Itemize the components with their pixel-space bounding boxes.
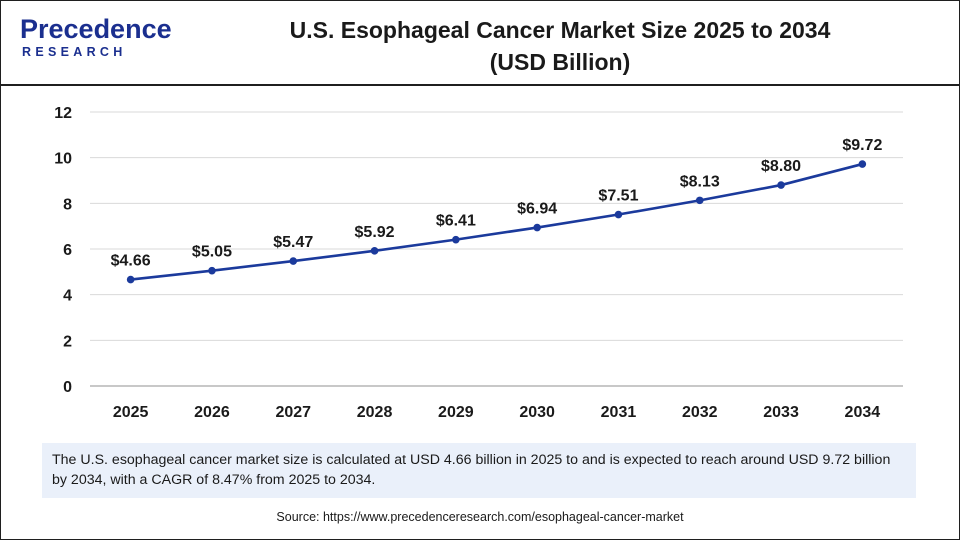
data-label: $5.92: [355, 224, 395, 241]
chart-title: U.S. Esophageal Cancer Market Size 2025 …: [289, 17, 831, 43]
data-label: $9.72: [842, 137, 882, 154]
grid-layer: [90, 111, 903, 341]
x-tick-label: 2026: [194, 404, 230, 421]
data-point: [777, 181, 785, 189]
summary-box: The U.S. esophageal cancer market size i…: [42, 443, 916, 498]
data-point: [289, 257, 298, 265]
x-tick-label: 2031: [601, 404, 637, 421]
data-label: $5.47: [273, 234, 313, 251]
data-label: $7.51: [598, 188, 638, 205]
y-tick-label: 12: [54, 105, 72, 122]
data-point: [208, 266, 216, 275]
data-point: [858, 160, 867, 168]
x-tick-label: 2032: [682, 404, 718, 421]
header: Precedence RESEARCH U.S. Esophageal Canc…: [0, 0, 960, 86]
chart-subtitle: (USD Billion): [489, 49, 631, 75]
x-tick-label: 2027: [275, 404, 311, 421]
axis-layer: 0 2 4 6 8 10 12 2025 2026 2027 2028 2029 2030 2031 203…: [54, 105, 903, 421]
label-layer: $4.66 $5.05 $5.47 $5.92 $6.41 $6.94 $7.51 $8.13…: [111, 137, 883, 270]
y-tick-label: 4: [63, 288, 72, 305]
series-layer: [126, 160, 867, 284]
data-label: $4.66: [111, 253, 151, 270]
data-point: [452, 235, 460, 244]
x-tick-label: 2030: [519, 404, 555, 421]
x-tick-label: 2034: [845, 404, 881, 421]
data-label: $6.41: [436, 213, 476, 230]
summary-text: The U.S. esophageal cancer market size i…: [52, 452, 891, 488]
data-point: [126, 275, 135, 284]
logo-subtitle: RESEARCH: [22, 45, 127, 59]
series-line: [130, 162, 863, 281]
chart-title-block: U.S. Esophageal Cancer Market Size 2025 …: [250, 14, 870, 78]
x-tick-label: 2033: [763, 404, 799, 421]
y-tick-label: 2: [63, 333, 72, 350]
data-point: [695, 196, 704, 205]
header-divider: [0, 84, 960, 86]
data-point: [370, 247, 379, 255]
data-label: $6.94: [517, 201, 557, 218]
y-tick-label: 8: [63, 196, 72, 213]
source-citation: Source: https://www.precedenceresearch.c…: [276, 510, 684, 524]
data-label: $5.05: [192, 244, 232, 261]
x-tick-label: 2025: [113, 404, 149, 421]
logo-wordmark: Precedence: [20, 14, 172, 44]
brand-logo: Precedence RESEARCH: [16, 12, 176, 64]
x-tick-label: 2028: [357, 404, 393, 421]
y-tick-label: 0: [63, 379, 72, 396]
data-point: [533, 223, 541, 232]
data-label: $8.80: [761, 158, 801, 175]
y-tick-label: 10: [54, 151, 72, 168]
line-chart: 0 2 4 6 8 10 12 2025 2026 2027 2028 2029 2030 2031 203…: [54, 105, 903, 421]
data-point: [614, 210, 623, 219]
y-tick-label: 6: [63, 242, 72, 259]
x-tick-label: 2029: [438, 404, 474, 421]
data-label: $8.13: [680, 173, 720, 190]
